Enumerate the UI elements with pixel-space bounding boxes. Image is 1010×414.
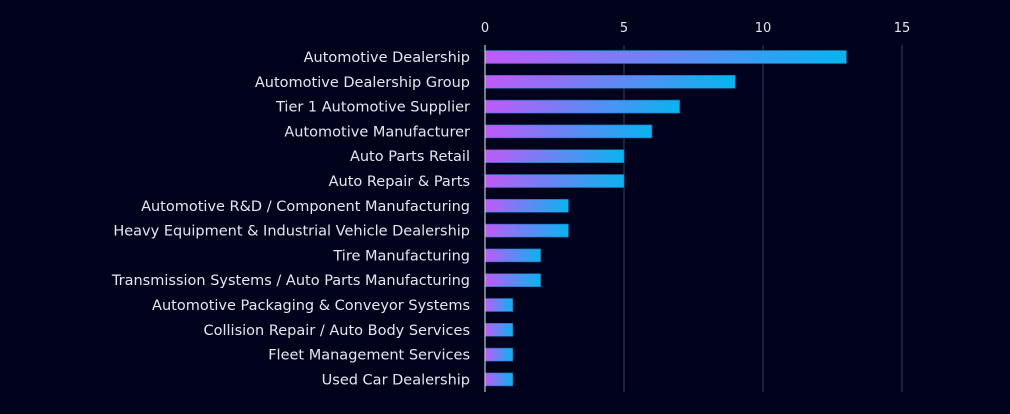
bar [484,372,514,387]
category-label: Tire Manufacturing [332,248,470,264]
bar [484,248,541,263]
bar [484,322,514,337]
category-label: Transmission Systems / Auto Parts Manufa… [111,273,470,289]
category-label: Used Car Dealership [322,372,470,388]
bar [484,273,541,288]
category-label: Fleet Management Services [268,348,470,364]
bar [484,223,569,238]
bar [484,298,514,312]
x-tick-label: 15 [894,21,911,36]
bar [484,149,625,163]
bar [484,174,625,188]
bar [484,50,847,64]
category-label: Automotive Dealership Group [255,75,470,91]
category-label: Automotive Packaging & Conveyor Systems [152,298,470,314]
category-label: Automotive Dealership [304,50,470,66]
category-label: Heavy Equipment & Industrial Vehicle Dea… [113,224,470,240]
category-label: Auto Repair & Parts [329,174,470,190]
x-tick-label: 0 [481,21,489,36]
category-label: Automotive Manufacturer [284,124,470,140]
x-tick-label: 10 [755,21,772,36]
bar [484,347,514,362]
category-label: Automotive R&D / Component Manufacturing [141,199,470,215]
bar [484,75,736,89]
category-label: Tier 1 Automotive Supplier [275,100,470,116]
bar [484,99,680,114]
bar [484,199,569,213]
category-label: Auto Parts Retail [350,149,470,165]
bar [484,124,653,139]
x-tick-label: 5 [620,21,628,36]
category-label: Collision Repair / Auto Body Services [204,323,471,339]
